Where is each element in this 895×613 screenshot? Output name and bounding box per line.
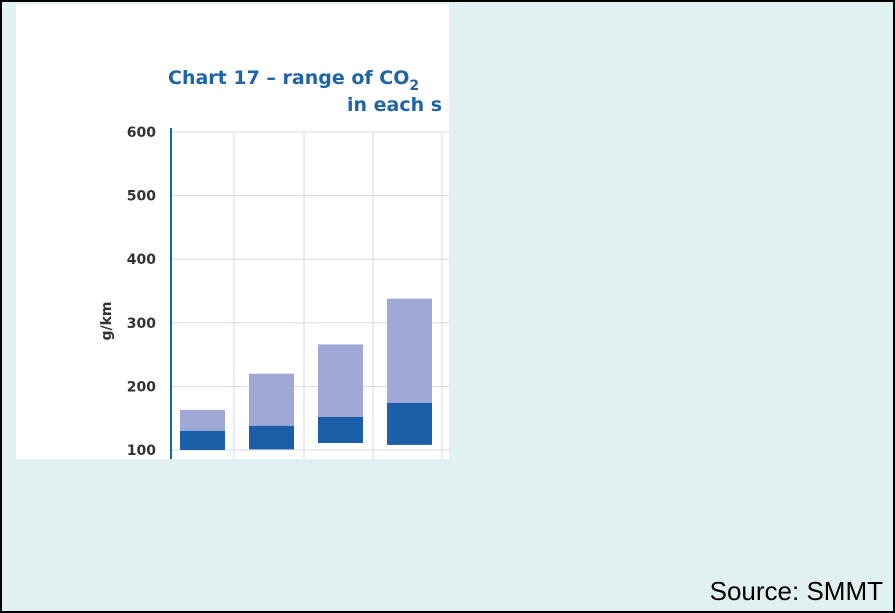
bar-upper-range — [180, 409, 225, 431]
chart-title-line-1: Chart 17 – range of CO2 — [168, 67, 419, 94]
bar-upper-range — [318, 344, 363, 417]
bars — [180, 298, 432, 450]
source-note: Source: SMMT — [709, 576, 883, 606]
gridlines — [171, 131, 449, 459]
y-tick-label: 500 — [127, 189, 156, 205]
y-tick-label: 100 — [127, 443, 156, 459]
chart: Chart 17 – range of CO2 in each s g/km 1… — [99, 67, 449, 459]
y-tick-label: 400 — [127, 252, 156, 268]
bar-lower-segment — [180, 430, 225, 450]
bar-upper-range — [387, 298, 432, 403]
chart-title-prefix: Chart 17 – range of CO — [168, 67, 409, 89]
chart-title-line-2: in each s — [347, 94, 442, 116]
bar-upper-range — [249, 373, 294, 426]
y-tick-label: 200 — [127, 379, 156, 395]
y-axis-label: g/km — [99, 301, 115, 340]
bar-lower-segment — [249, 425, 294, 450]
y-tick-labels: 100 200 300 400 500 600 — [127, 125, 156, 459]
bar-lower-segment — [318, 416, 363, 444]
chart-title-subscript: 2 — [409, 78, 419, 94]
y-tick-label: 600 — [127, 125, 156, 141]
y-tick-label: 300 — [127, 316, 156, 332]
bar-lower-segment — [387, 402, 432, 445]
chart-panel: Chart 17 – range of CO2 in each s g/km 1… — [16, 4, 449, 459]
